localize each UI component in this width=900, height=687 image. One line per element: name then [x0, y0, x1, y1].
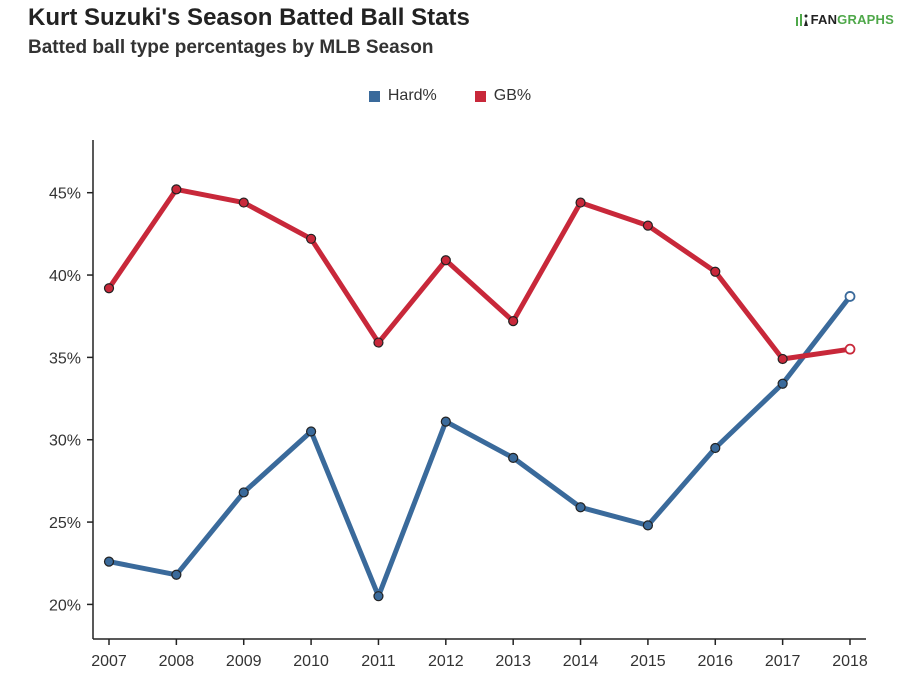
logo-text-graphs: GRAPHS	[837, 12, 894, 27]
legend-item-hard: Hard%	[368, 87, 437, 105]
data-point-gb	[305, 233, 317, 244]
data-point-gb	[103, 283, 115, 294]
data-point-hard	[373, 591, 384, 602]
x-tick-label: 2009	[226, 653, 262, 670]
y-tick-label: 20%	[49, 597, 81, 614]
data-point-hard	[508, 452, 519, 463]
x-tick-label: 2012	[428, 653, 464, 670]
x-tick-label: 2018	[832, 653, 868, 670]
y-tick-label: 35%	[49, 350, 81, 367]
series-line-gb	[106, 186, 853, 362]
chart-title: Kurt Suzuki's Season Batted Ball Stats	[28, 4, 470, 31]
y-tick-label: 30%	[49, 433, 81, 450]
legend-swatch-hard	[368, 90, 380, 102]
fangraphs-logo-icon	[795, 13, 808, 26]
data-point-gb	[508, 316, 519, 327]
x-tick-label: 2008	[159, 653, 195, 670]
data-point-gb	[440, 255, 451, 266]
data-point-hard	[710, 442, 721, 454]
data-point-gb	[171, 184, 182, 195]
x-tick-label: 2017	[765, 653, 801, 670]
x-tick-label: 2007	[91, 653, 127, 670]
data-point-gb	[373, 337, 384, 348]
data-point-hard	[777, 378, 788, 389]
fangraphs-logo: FAN GRAPHS	[795, 12, 894, 27]
y-tick-label: 45%	[49, 186, 81, 203]
data-point-gb	[777, 353, 788, 365]
x-tick-label: 2015	[630, 653, 666, 670]
legend-label-gb: GB%	[493, 87, 532, 104]
data-point-hard	[642, 520, 654, 531]
data-point-gb	[642, 220, 654, 231]
x-tick-label: 2010	[293, 653, 329, 670]
chart-subtitle: Batted ball type percentages by MLB Seas…	[28, 37, 434, 58]
legend-label-hard: Hard%	[387, 87, 437, 104]
logo-text-fan: FAN	[810, 12, 838, 27]
data-point-hard	[171, 569, 182, 580]
data-point-hard	[238, 487, 249, 498]
data-point-hard	[844, 291, 856, 302]
x-tick-label: 2013	[495, 653, 531, 670]
series-line-hard	[106, 294, 853, 599]
data-point-gb	[844, 343, 856, 355]
data-point-hard	[103, 556, 115, 567]
data-point-gb	[710, 266, 721, 277]
data-point-gb	[238, 197, 249, 208]
legend-swatch-gb	[474, 90, 486, 102]
data-point-hard	[305, 426, 317, 437]
legend-item-gb: GB%	[474, 87, 532, 105]
y-tick-label: 40%	[49, 268, 81, 285]
data-point-gb	[575, 197, 586, 208]
y-tick-label: 25%	[49, 515, 81, 532]
data-point-hard	[440, 416, 451, 427]
x-tick-label: 2016	[697, 653, 733, 670]
x-tick-label: 2011	[361, 653, 396, 670]
x-tick-label: 2014	[563, 653, 599, 670]
data-point-hard	[575, 502, 586, 513]
chart-legend: Hard% GB%	[0, 87, 900, 105]
